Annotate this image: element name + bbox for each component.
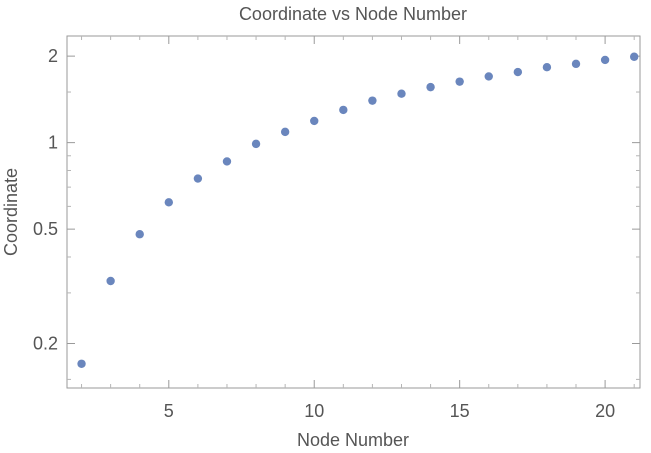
- x-tick-label: 15: [450, 401, 470, 421]
- chart-title: Coordinate vs Node Number: [239, 4, 467, 24]
- y-axis-label: Coordinate: [1, 168, 21, 256]
- data-point: [455, 77, 464, 86]
- plot-frame: [66, 35, 641, 389]
- data-point: [193, 174, 203, 183]
- y-tick-label: 2: [48, 46, 58, 66]
- data-point: [339, 105, 348, 115]
- x-axis-ticks: 5 10 15 20: [164, 36, 615, 421]
- data-point: [280, 127, 290, 137]
- data-point: [426, 82, 435, 92]
- data-point: [484, 72, 493, 81]
- data-point: [542, 63, 552, 72]
- data-point: [600, 55, 610, 65]
- data-point: [629, 52, 639, 61]
- y-tick-label: 1: [48, 133, 58, 153]
- data-point: [77, 359, 86, 368]
- scatter-points: [77, 52, 639, 368]
- data-point: [135, 230, 144, 239]
- y-tick-label: 0.5: [33, 219, 58, 239]
- data-point: [310, 116, 319, 126]
- y-axis-ticks: 0.2 0.5 1 2: [33, 46, 640, 353]
- data-point: [106, 276, 115, 286]
- minor-ticks: [67, 36, 640, 388]
- x-tick-label: 10: [304, 401, 324, 421]
- data-point: [251, 139, 261, 149]
- data-point: [397, 89, 406, 98]
- data-point: [164, 198, 174, 207]
- data-point: [222, 157, 232, 166]
- x-axis-label: Node Number: [297, 430, 409, 450]
- data-point: [368, 96, 377, 105]
- x-tick-label: 5: [164, 401, 174, 421]
- y-tick-label: 0.2: [33, 333, 58, 353]
- data-point: [513, 67, 523, 77]
- data-point: [571, 59, 581, 69]
- x-tick-label: 20: [595, 401, 615, 421]
